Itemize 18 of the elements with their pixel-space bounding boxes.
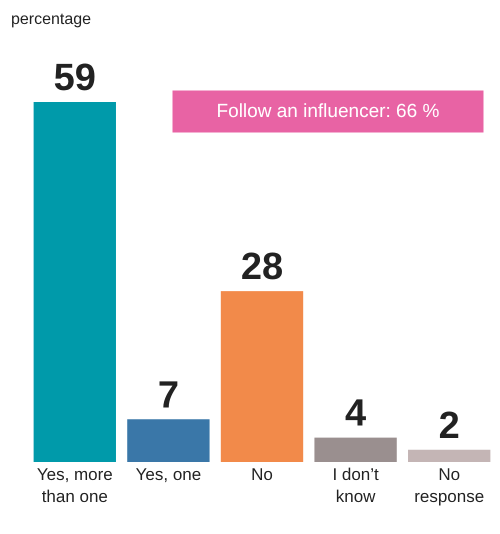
x-tick-label: I don’t know	[332, 465, 380, 506]
data-label: 7	[158, 374, 179, 416]
x-tick-label: Yes, one	[136, 465, 202, 484]
annotation: Follow an influencer: 66 %	[216, 101, 440, 122]
bar	[408, 450, 490, 462]
x-tick-label: Yes, more than one	[36, 465, 113, 506]
bar	[34, 102, 116, 462]
data-label: 4	[345, 392, 366, 435]
data-label: 2	[438, 404, 460, 447]
bar	[314, 438, 397, 462]
x-tick-label: No response	[414, 465, 484, 506]
bar	[220, 291, 304, 462]
data-label: 59	[54, 57, 96, 99]
data-label: 28	[240, 246, 284, 288]
chart-subtitle: percentage	[11, 11, 92, 28]
picture-callout-box: Follow an influencer: 66 %	[172, 90, 484, 132]
x-tick-label: No	[251, 465, 273, 484]
bar	[127, 419, 210, 462]
